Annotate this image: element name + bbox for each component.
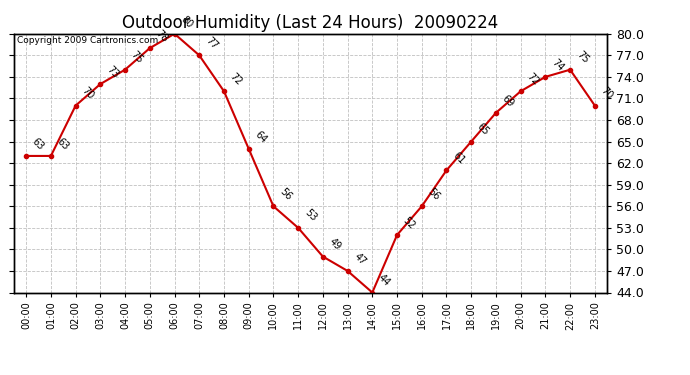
Text: 53: 53 [302, 208, 318, 224]
Text: 49: 49 [327, 237, 343, 252]
Text: 56: 56 [277, 186, 293, 202]
Text: 75: 75 [129, 50, 145, 66]
Text: 73: 73 [104, 64, 120, 80]
Text: 63: 63 [55, 136, 71, 152]
Text: 61: 61 [451, 150, 466, 166]
Text: 70: 70 [80, 86, 96, 102]
Text: 56: 56 [426, 186, 442, 202]
Text: 74: 74 [549, 57, 565, 73]
Title: Outdoor Humidity (Last 24 Hours)  20090224: Outdoor Humidity (Last 24 Hours) 2009022… [122, 14, 499, 32]
Text: 47: 47 [352, 251, 368, 267]
Text: 72: 72 [228, 71, 244, 87]
Text: 52: 52 [401, 215, 417, 231]
Text: 64: 64 [253, 129, 268, 145]
Text: 70: 70 [599, 86, 615, 102]
Text: 80: 80 [179, 14, 195, 30]
Text: 77: 77 [204, 35, 219, 51]
Text: 65: 65 [475, 122, 491, 137]
Text: Copyright 2009 Cartronics.com: Copyright 2009 Cartronics.com [17, 36, 158, 45]
Text: 44: 44 [377, 273, 392, 288]
Text: 75: 75 [574, 50, 590, 66]
Text: 78: 78 [154, 28, 170, 44]
Text: 72: 72 [525, 71, 541, 87]
Text: 69: 69 [500, 93, 516, 109]
Text: 63: 63 [30, 136, 46, 152]
